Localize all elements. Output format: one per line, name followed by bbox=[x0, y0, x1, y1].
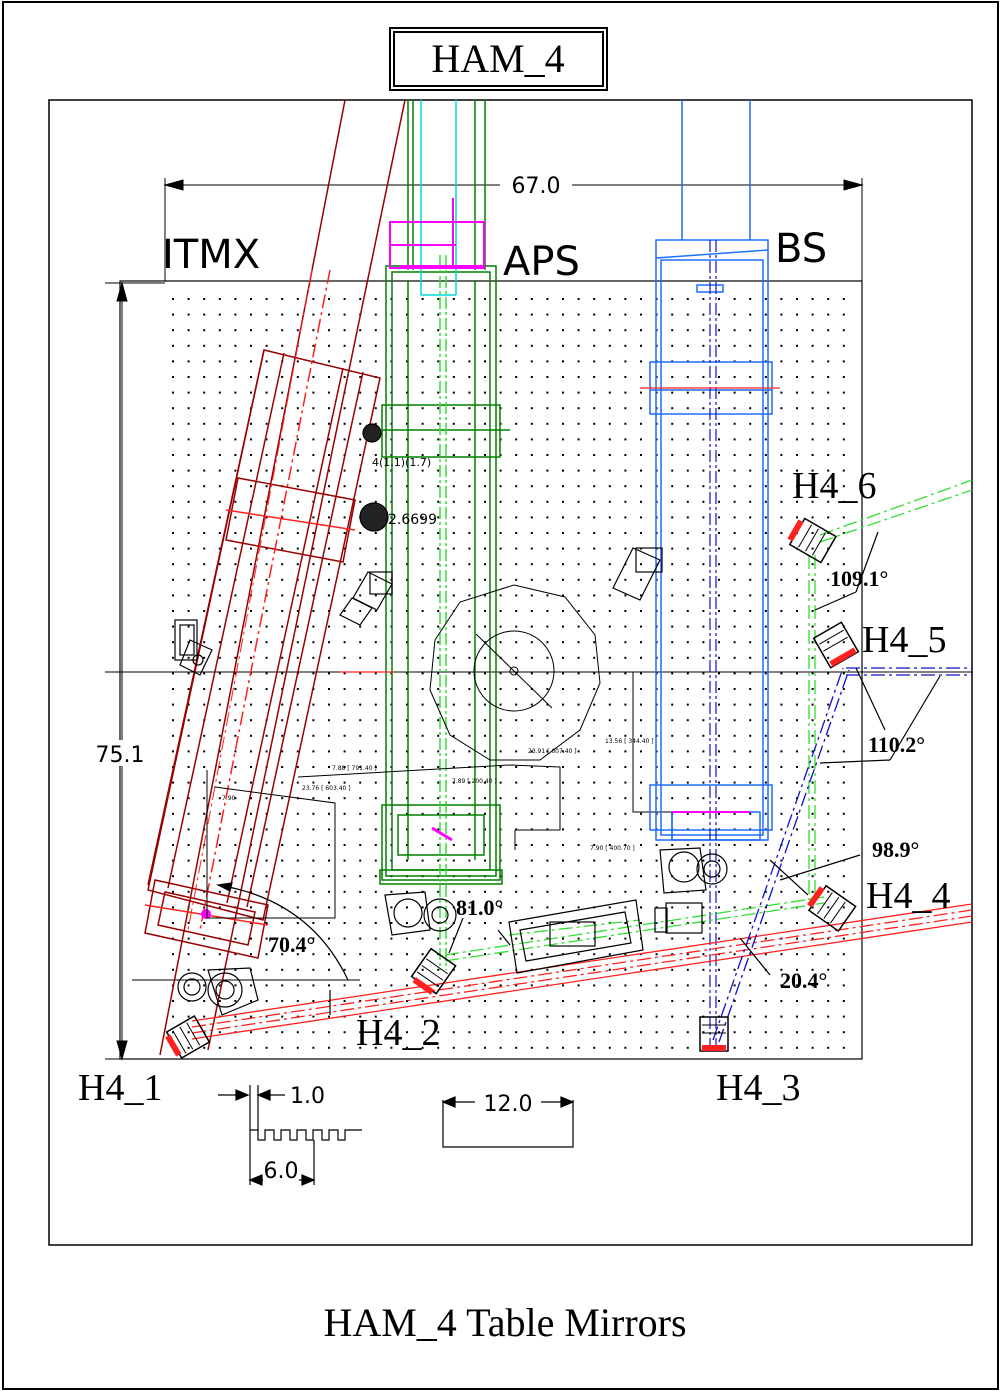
title-box: HAM_4 bbox=[389, 27, 608, 91]
mirror-mount-h4-4 bbox=[807, 884, 857, 933]
angle-label-98-9: 98.9° bbox=[872, 837, 919, 862]
blue-beam bbox=[712, 667, 972, 1043]
hole-spacing-legend bbox=[218, 1085, 362, 1186]
aps-assembly bbox=[379, 100, 510, 885]
post-label-1: 4(1.1)(1.7) bbox=[372, 456, 431, 469]
mirror-mount-h4-1 bbox=[165, 1014, 211, 1060]
scale-bar-label: 12.0 bbox=[484, 1092, 533, 1117]
mirror-label-h4-5: H4_5 bbox=[862, 619, 946, 661]
angle-label-81-0: 81.0° bbox=[456, 895, 503, 920]
mirror-label-h4-1: H4_1 bbox=[78, 1067, 162, 1109]
mirror-mount-h4-3 bbox=[699, 1016, 729, 1052]
width-label: 67.0 bbox=[512, 174, 561, 199]
green-beam bbox=[444, 479, 973, 962]
red-beam bbox=[191, 903, 973, 1040]
bs-assembly bbox=[649, 100, 773, 841]
region-aps-label: APS bbox=[503, 239, 580, 285]
angle-label-20-4: 20.4° bbox=[780, 968, 827, 993]
svg-text:7.90 [ 400.70 ]: 7.90 [ 400.70 ] bbox=[590, 845, 635, 852]
title-text: HAM_4 bbox=[431, 36, 564, 81]
aps-magenta-mount bbox=[389, 198, 485, 842]
svg-text:23.91 [ 607.40 ]: 23.91 [ 607.40 ] bbox=[528, 748, 577, 755]
hole-spacing-label: 1.0 bbox=[290, 1084, 325, 1109]
mirror-mount-h4-5 bbox=[812, 621, 860, 669]
height-dimension bbox=[105, 281, 165, 1061]
angle-label-110-2: 110.2° bbox=[868, 732, 925, 757]
caption: HAM_4 Table Mirrors bbox=[323, 1300, 686, 1345]
height-label: 75.1 bbox=[96, 743, 145, 768]
mirror-mount-h4-2 bbox=[410, 947, 457, 995]
table-hole-grid bbox=[172, 298, 845, 1049]
itmx-centerline bbox=[199, 269, 331, 931]
region-itmx-label: ITMX bbox=[162, 232, 260, 278]
optical-table bbox=[119, 280, 863, 1060]
svg-text:13.56 [ 344.40 ]: 13.56 [ 344.40 ] bbox=[605, 738, 654, 745]
svg-text:7.88 [ 791.40 ]: 7.88 [ 791.40 ] bbox=[332, 765, 377, 772]
svg-text:7.89 [ 200.40 ]: 7.89 [ 200.40 ] bbox=[452, 778, 497, 785]
aps-cyan-lines bbox=[420, 100, 457, 296]
central-element bbox=[206, 584, 700, 919]
mirror-mount-h4-6 bbox=[787, 517, 837, 564]
mirror-label-h4-6: H4_6 bbox=[792, 465, 876, 507]
mirror-label-h4-2: H4_2 bbox=[356, 1012, 440, 1054]
svg-text:7.90: 7.90 bbox=[222, 795, 236, 802]
hole-pitch-label: 6.0 bbox=[264, 1159, 299, 1184]
optical-components bbox=[174, 423, 728, 1016]
angle-leaders bbox=[216, 531, 941, 1015]
angle-label-70-4: 70.4° bbox=[268, 932, 315, 957]
angle-label-109-1: 109.1° bbox=[830, 566, 888, 591]
mirror-label-h4-3: H4_3 bbox=[716, 1067, 800, 1109]
svg-text:23.76 [ 603.40 ]: 23.76 [ 603.40 ] bbox=[302, 785, 351, 792]
post-label-2: 2.6699 bbox=[388, 512, 437, 528]
itmx-beam-tube bbox=[144, 99, 406, 1056]
mirror-label-h4-4: H4_4 bbox=[866, 875, 950, 917]
region-bs-label: BS bbox=[775, 226, 827, 272]
